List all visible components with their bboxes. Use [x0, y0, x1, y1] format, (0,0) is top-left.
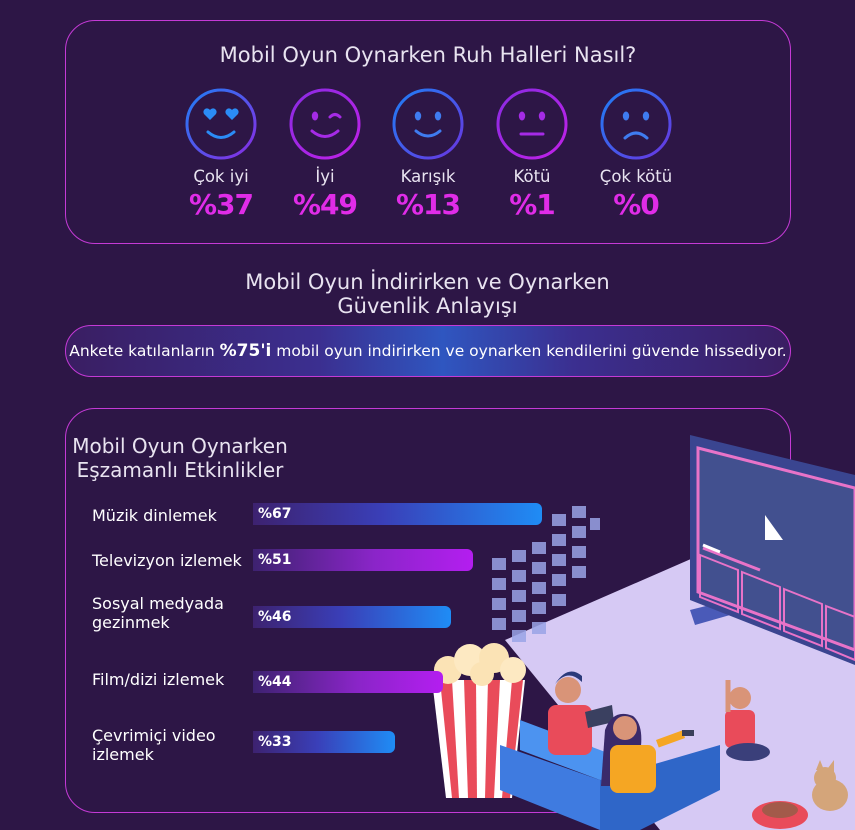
safety-title-line2: Güvenlik Anlayışı [337, 294, 518, 318]
mood-value: %1 [509, 188, 556, 221]
tv-thumbnails [699, 553, 855, 662]
activity-bar [253, 549, 473, 571]
safety-text-before: Ankete katılanların [69, 342, 220, 360]
safety-title-line1: Mobil Oyun İndirirken ve Oynarken [245, 270, 610, 294]
woman-figure [601, 713, 694, 793]
cat-figure [812, 760, 848, 811]
mood-label: Karışık [400, 167, 456, 186]
tv-progress [702, 546, 761, 572]
activities-title-line2: Eşzamanlı Etkinlikler [76, 458, 284, 482]
mood-item-cok-kotu: Çok kötü %0 [581, 87, 691, 221]
mood-label: Çok iyi [193, 167, 249, 186]
mood-item-iyi: İyi %49 [270, 87, 380, 221]
activity-bar [253, 731, 395, 753]
man-figure [548, 671, 614, 755]
mood-item-cok-iyi: Çok iyi %37 [166, 87, 276, 221]
mood-value: %37 [188, 188, 254, 221]
activity-bar-value: %67 [258, 506, 292, 522]
activity-label: Film/dizi izlemek [92, 670, 225, 689]
winking-face-icon [289, 88, 361, 160]
activity-bar-value: %44 [258, 674, 292, 690]
mood-value: %0 [613, 188, 660, 221]
mood-item-kotu: Kötü %1 [477, 87, 587, 221]
mood-item-karisik: Karışık %13 [373, 87, 483, 221]
chat-bubbles-decor [492, 506, 600, 642]
activity-label: Çevrimiçi video izlemek [92, 726, 216, 764]
activity-bar-value: %33 [258, 734, 292, 750]
mood-value: %49 [292, 188, 358, 221]
activities-title-line1: Mobil Oyun Oynarken [72, 434, 288, 458]
smiling-face-icon [392, 88, 464, 160]
kid-figure [725, 680, 770, 761]
activity-bar-value: %51 [258, 552, 292, 568]
activity-bar-value: %46 [258, 609, 292, 625]
mood-label: İyi [315, 167, 335, 186]
tablet [585, 705, 614, 728]
mood-title: Mobil Oyun Oynarken Ruh Halleri Nasıl? [219, 43, 637, 67]
cat-bowl [752, 801, 808, 829]
neutral-face-icon [496, 88, 568, 160]
activity-bar [253, 671, 443, 693]
safety-text: Ankete katılanların %75'i mobil oyun ind… [66, 341, 790, 361]
play-icon [765, 515, 783, 540]
activity-label: Televizyon izlemek [92, 551, 242, 570]
mood-value: %13 [395, 188, 461, 221]
activity-label: Sosyal medyada gezinmek [92, 594, 224, 632]
safety-highlight: %75'i [219, 341, 272, 361]
mood-label: Kötü [513, 167, 551, 186]
safety-banner: Ankete katılanların %75'i mobil oyun ind… [65, 325, 791, 377]
activity-label: Müzik dinlemek [92, 506, 217, 525]
mood-label: Çok kötü [599, 167, 673, 186]
heart-eyes-face-icon [185, 88, 257, 160]
safety-text-after: mobil oyun indirirken ve oynarken kendil… [271, 342, 787, 360]
activity-bar [253, 606, 451, 628]
sad-face-icon [600, 88, 672, 160]
activity-bar [253, 503, 542, 525]
mood-panel: Mobil Oyun Oynarken Ruh Halleri Nasıl? Ç… [65, 20, 791, 244]
